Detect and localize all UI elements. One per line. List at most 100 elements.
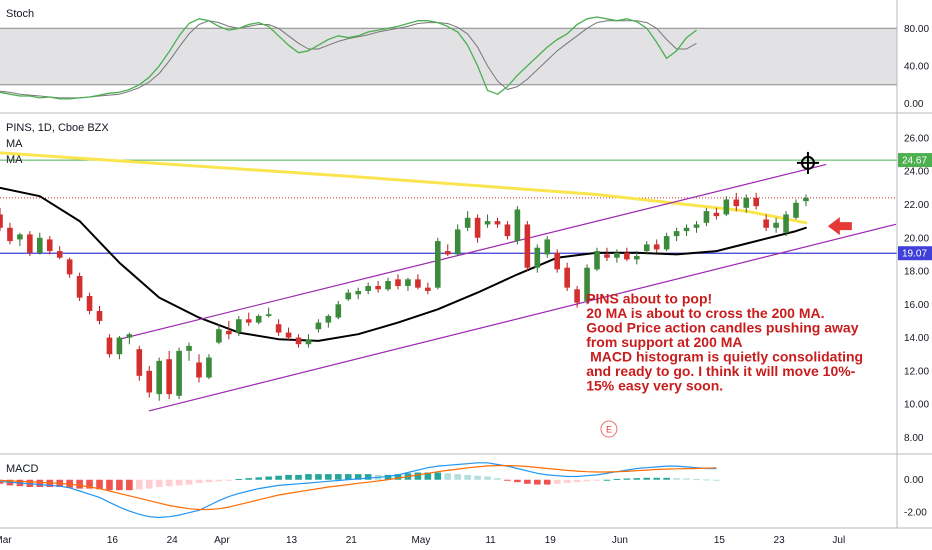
stoch-d-line[interactable] xyxy=(0,20,697,99)
ma-indicator-label-1[interactable]: MA xyxy=(6,138,23,150)
candle[interactable] xyxy=(464,211,471,232)
channel-lower-line[interactable] xyxy=(148,223,897,412)
time-axis[interactable]: Mar 16 24 Apr 13 21 May 11 19 Jun 15 23 Jul xyxy=(0,535,845,546)
candle[interactable] xyxy=(156,357,162,401)
candle[interactable] xyxy=(484,214,491,228)
candle[interactable] xyxy=(703,207,710,227)
candle[interactable] xyxy=(663,232,670,252)
candle[interactable] xyxy=(17,232,23,247)
macd-signal-line[interactable] xyxy=(0,465,717,511)
candle[interactable] xyxy=(653,239,660,253)
candle[interactable] xyxy=(753,192,759,210)
macd-pane[interactable]: MACD xyxy=(0,462,720,519)
candle[interactable] xyxy=(624,247,630,262)
price-axis[interactable]: 80.00 40.00 0.00 26.00 24.00 22.00 20.00 18.00 1… xyxy=(904,24,929,519)
candle[interactable] xyxy=(196,354,202,383)
candle[interactable] xyxy=(116,335,123,360)
candle[interactable] xyxy=(106,334,113,358)
candle[interactable] xyxy=(733,192,740,212)
candle[interactable] xyxy=(305,334,312,348)
candle[interactable] xyxy=(564,262,570,291)
candle[interactable] xyxy=(285,327,292,341)
crosshair-target-icon[interactable] xyxy=(796,151,819,174)
candle[interactable] xyxy=(544,236,551,258)
candle[interactable] xyxy=(415,274,421,290)
candle[interactable] xyxy=(435,237,441,290)
candle[interactable] xyxy=(773,217,779,233)
candle[interactable] xyxy=(245,312,252,326)
support-tag[interactable] xyxy=(898,246,932,261)
candle[interactable] xyxy=(186,342,192,361)
candle[interactable] xyxy=(0,207,3,232)
candle[interactable] xyxy=(146,365,153,398)
candle[interactable] xyxy=(504,221,511,240)
candle[interactable] xyxy=(176,347,182,400)
candle[interactable] xyxy=(275,319,282,336)
candle[interactable] xyxy=(405,277,411,291)
candle[interactable] xyxy=(265,307,272,318)
candle[interactable] xyxy=(375,281,381,293)
candle[interactable] xyxy=(594,247,600,272)
candle[interactable] xyxy=(534,244,541,273)
candle[interactable] xyxy=(494,217,501,228)
candle[interactable] xyxy=(713,207,720,220)
stoch-pane[interactable]: Stoch xyxy=(0,8,897,100)
candle[interactable] xyxy=(584,264,590,305)
candle[interactable] xyxy=(96,305,103,325)
candle[interactable] xyxy=(56,246,63,260)
candle[interactable] xyxy=(614,249,620,263)
candle[interactable] xyxy=(803,194,809,207)
candle[interactable] xyxy=(793,199,799,220)
candle[interactable] xyxy=(206,354,212,380)
candle[interactable] xyxy=(395,274,401,290)
candle[interactable] xyxy=(554,249,560,273)
candle[interactable] xyxy=(643,241,650,255)
candle[interactable] xyxy=(634,251,640,265)
candle[interactable] xyxy=(385,277,391,291)
candle[interactable] xyxy=(763,214,769,232)
candle[interactable] xyxy=(425,282,431,295)
candle[interactable] xyxy=(335,300,342,320)
candle[interactable] xyxy=(514,206,521,245)
candle[interactable] xyxy=(126,332,133,345)
candle[interactable] xyxy=(295,334,302,348)
candle[interactable] xyxy=(46,236,53,255)
candle[interactable] xyxy=(7,222,13,245)
candle[interactable] xyxy=(166,350,172,400)
candle[interactable] xyxy=(693,221,700,233)
candle[interactable] xyxy=(255,314,262,325)
candle[interactable] xyxy=(454,224,461,257)
channel-upper-line[interactable] xyxy=(118,164,827,340)
candle[interactable] xyxy=(474,214,481,243)
candle[interactable] xyxy=(136,345,143,381)
candle[interactable] xyxy=(673,227,680,242)
resistance-tag[interactable] xyxy=(898,153,932,168)
candle[interactable] xyxy=(325,314,332,328)
candle[interactable] xyxy=(86,292,93,315)
candle[interactable] xyxy=(37,232,43,255)
candle[interactable] xyxy=(66,257,73,278)
macd-line[interactable] xyxy=(0,462,717,519)
candle[interactable] xyxy=(574,285,580,308)
candle[interactable] xyxy=(355,287,361,300)
ma-20-line[interactable] xyxy=(0,186,807,342)
ma-indicator-label-2[interactable]: MA xyxy=(6,154,23,166)
candle[interactable] xyxy=(743,194,750,213)
candle[interactable] xyxy=(76,272,83,301)
candle[interactable] xyxy=(216,324,222,345)
candle[interactable] xyxy=(345,289,352,301)
candle[interactable] xyxy=(226,320,232,340)
candle[interactable] xyxy=(27,231,33,257)
stoch-k-line[interactable] xyxy=(0,16,697,100)
candle[interactable] xyxy=(444,244,451,257)
candle[interactable] xyxy=(783,211,789,237)
earnings-event-marker[interactable] xyxy=(600,420,618,438)
price-pane[interactable]: E PINS about to pop!20 MA is about to cro… xyxy=(0,122,897,438)
candle[interactable] xyxy=(315,319,322,333)
candle[interactable] xyxy=(524,221,531,272)
candle[interactable] xyxy=(365,282,371,295)
candle[interactable] xyxy=(604,247,610,262)
candle[interactable] xyxy=(236,315,242,336)
candle[interactable] xyxy=(723,196,730,217)
